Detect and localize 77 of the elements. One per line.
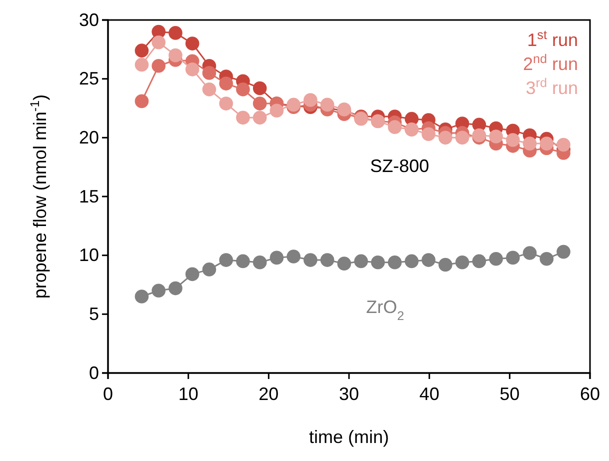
point: [337, 256, 352, 270]
point: [540, 136, 554, 150]
point: [134, 94, 149, 108]
point: [202, 262, 216, 276]
point: [202, 66, 216, 80]
point: [252, 96, 267, 110]
text: 1$^{st}$ run: [527, 28, 578, 50]
point: [320, 253, 334, 267]
point: [134, 44, 149, 58]
point: [489, 130, 503, 144]
point: [320, 98, 334, 112]
point: [371, 255, 385, 270]
point: [168, 48, 182, 62]
point: [168, 281, 182, 296]
point: [388, 120, 402, 134]
point: [422, 127, 436, 142]
point: [152, 35, 166, 50]
point: [236, 82, 250, 96]
point: [540, 252, 554, 266]
point: [252, 255, 267, 270]
x-tick-label: 10: [178, 384, 198, 404]
x-tick-label: 0: [102, 384, 114, 404]
y-tick-label: 15: [78, 186, 99, 206]
point: [472, 254, 486, 268]
point: [219, 96, 233, 110]
point: [219, 76, 233, 90]
x-axis-title: time (min): [309, 427, 389, 447]
annotation: SZ-800: [370, 156, 430, 176]
point: [455, 255, 470, 270]
point: [438, 258, 452, 272]
y-tick-label: 30: [78, 10, 99, 30]
point: [455, 130, 470, 145]
point: [185, 62, 200, 76]
point: [219, 253, 233, 267]
point: [354, 254, 368, 268]
y-tick-label: 5: [88, 304, 99, 324]
point: [422, 253, 436, 267]
point: [185, 267, 200, 282]
point: [236, 254, 250, 268]
x-tick-label: 50: [500, 384, 520, 404]
point: [185, 36, 200, 50]
y-tick-label: 10: [78, 245, 99, 266]
point: [489, 252, 503, 266]
point: [506, 250, 520, 265]
point: [304, 93, 318, 107]
x-tick-label: 20: [258, 384, 279, 404]
point: [438, 130, 452, 145]
x-tick-label: 30: [338, 384, 360, 404]
y-tick-label: 0: [88, 362, 99, 383]
point: [506, 133, 520, 147]
point: [404, 254, 419, 268]
point: [152, 58, 166, 73]
y-tick-label: 25: [78, 68, 99, 89]
point: [270, 250, 284, 265]
point: [388, 255, 402, 270]
point: [556, 244, 570, 259]
point: [252, 81, 267, 96]
point: [304, 253, 318, 267]
text: 3$^{rd}$ run: [526, 76, 578, 98]
point: [152, 284, 166, 298]
point: [202, 82, 216, 96]
point: [472, 128, 486, 142]
point: [556, 138, 570, 152]
point: [270, 104, 284, 118]
point: [522, 136, 537, 150]
x-tick-label: 60: [580, 384, 600, 404]
text: 2$^{nd}$ run: [522, 52, 578, 74]
point: [286, 250, 300, 264]
annotation: ZrO$_{2}$: [366, 296, 404, 323]
point: [522, 246, 537, 260]
point: [134, 58, 149, 72]
point: [236, 110, 250, 125]
point: [134, 290, 149, 304]
point: [252, 110, 267, 125]
y-tick-label: 20: [78, 127, 99, 148]
x-tick-label: 40: [419, 384, 440, 404]
point: [168, 26, 182, 40]
